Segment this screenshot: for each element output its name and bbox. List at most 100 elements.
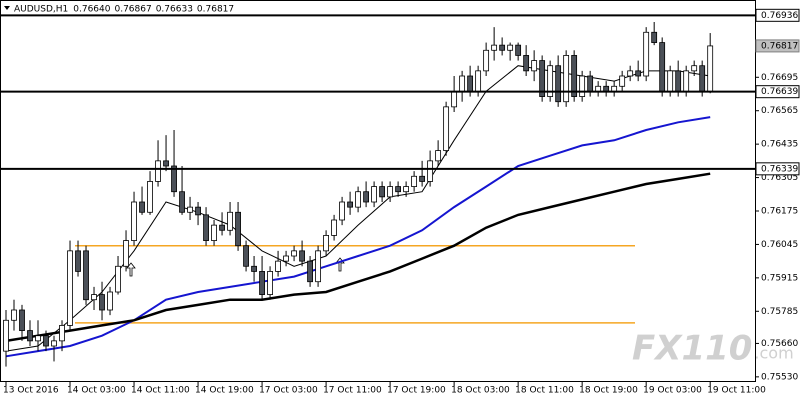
candle-body bbox=[451, 91, 458, 108]
y-tick-label: 0.76045 bbox=[761, 240, 798, 250]
candle bbox=[155, 140, 161, 187]
candle-body bbox=[459, 75, 466, 92]
candle-body bbox=[163, 160, 169, 167]
candle-body bbox=[243, 245, 249, 267]
candle-body bbox=[363, 191, 369, 203]
candle-body bbox=[507, 44, 514, 51]
candle bbox=[523, 45, 530, 76]
candle-body bbox=[275, 260, 281, 272]
x-tick-label: 17 Oct 03:00 bbox=[259, 386, 318, 396]
candle bbox=[115, 256, 121, 295]
candle bbox=[635, 60, 642, 82]
candle-body bbox=[147, 181, 153, 213]
candle bbox=[219, 212, 225, 236]
candle-body bbox=[195, 206, 201, 216]
candle-body bbox=[627, 70, 634, 77]
last-price-label: 0.76817 bbox=[761, 41, 798, 51]
candle-body bbox=[547, 65, 554, 97]
candle-body bbox=[355, 191, 361, 208]
moving-average bbox=[5, 116, 711, 358]
candle bbox=[179, 166, 185, 215]
candle-body bbox=[307, 260, 313, 283]
candle-body bbox=[179, 191, 185, 213]
y-tick-label: 0.75660 bbox=[761, 339, 798, 349]
x-tick-label: 14 Oct 19:00 bbox=[195, 386, 254, 396]
candle bbox=[235, 202, 241, 251]
candle bbox=[411, 171, 418, 192]
candle bbox=[187, 196, 193, 220]
candle bbox=[651, 22, 658, 46]
candle-body bbox=[291, 250, 297, 257]
candle-body bbox=[371, 186, 377, 203]
candle bbox=[643, 27, 650, 82]
candle-body bbox=[131, 201, 137, 241]
candle bbox=[227, 202, 233, 236]
last-price-box bbox=[755, 39, 800, 53]
candle bbox=[355, 186, 361, 213]
candle-body bbox=[659, 42, 666, 92]
x-tick-label: 18 Oct 03:00 bbox=[451, 386, 510, 396]
candle bbox=[43, 330, 49, 352]
candle bbox=[387, 181, 394, 202]
moving-average bbox=[5, 172, 711, 343]
candle-body bbox=[563, 55, 570, 103]
candle bbox=[331, 214, 337, 241]
candle-body bbox=[67, 250, 73, 326]
candle-body bbox=[235, 211, 241, 247]
candle-body bbox=[203, 214, 209, 241]
candle bbox=[291, 245, 297, 262]
candle bbox=[275, 250, 281, 277]
candle bbox=[51, 335, 57, 362]
candle bbox=[211, 220, 217, 246]
candle bbox=[403, 181, 410, 197]
candle bbox=[259, 256, 265, 300]
candle-body bbox=[123, 240, 129, 267]
candle bbox=[363, 181, 369, 208]
x-tick-label: 19 Oct 11:00 bbox=[707, 386, 766, 396]
menu-icon bbox=[4, 6, 10, 10]
candle bbox=[547, 60, 554, 102]
y-tick-label: 0.75785 bbox=[761, 307, 798, 317]
candle-body bbox=[467, 75, 474, 92]
candle-body bbox=[515, 44, 522, 56]
candle-body bbox=[331, 219, 337, 236]
candle-body bbox=[139, 201, 145, 213]
watermark: FX110 bbox=[632, 329, 752, 369]
candle bbox=[483, 42, 490, 76]
candle-body bbox=[155, 160, 161, 182]
candle-body bbox=[651, 31, 658, 43]
candle-body bbox=[579, 75, 586, 97]
candle-body bbox=[531, 60, 538, 72]
header-price: 0.76633 bbox=[156, 5, 193, 15]
candle bbox=[395, 181, 402, 197]
candle bbox=[691, 60, 698, 76]
candle bbox=[531, 50, 538, 82]
level-label: 0.76339 bbox=[761, 164, 798, 174]
candle-body bbox=[91, 294, 97, 301]
candle bbox=[59, 320, 65, 352]
candle-body bbox=[267, 271, 273, 295]
x-tick-label: 18 Oct 11:00 bbox=[515, 386, 574, 396]
candle-body bbox=[683, 70, 690, 92]
candle bbox=[659, 37, 666, 97]
candle-body bbox=[339, 201, 345, 221]
header-price: 0.76640 bbox=[73, 5, 110, 15]
candle bbox=[299, 240, 305, 267]
candle bbox=[539, 55, 546, 102]
candle-body bbox=[115, 265, 121, 293]
y-tick-label: 0.76565 bbox=[761, 106, 798, 116]
candle bbox=[139, 186, 145, 215]
candle bbox=[579, 70, 586, 102]
candle-body bbox=[387, 186, 394, 198]
x-tick-label: 19 Oct 03:00 bbox=[643, 386, 702, 396]
candle bbox=[195, 202, 201, 226]
candle-body bbox=[259, 271, 265, 295]
candle bbox=[307, 256, 313, 287]
level-label-box bbox=[755, 162, 800, 176]
candle-body bbox=[35, 335, 41, 342]
arrow-up bbox=[126, 262, 136, 277]
candle-body bbox=[555, 65, 562, 103]
candle-body bbox=[611, 85, 618, 92]
